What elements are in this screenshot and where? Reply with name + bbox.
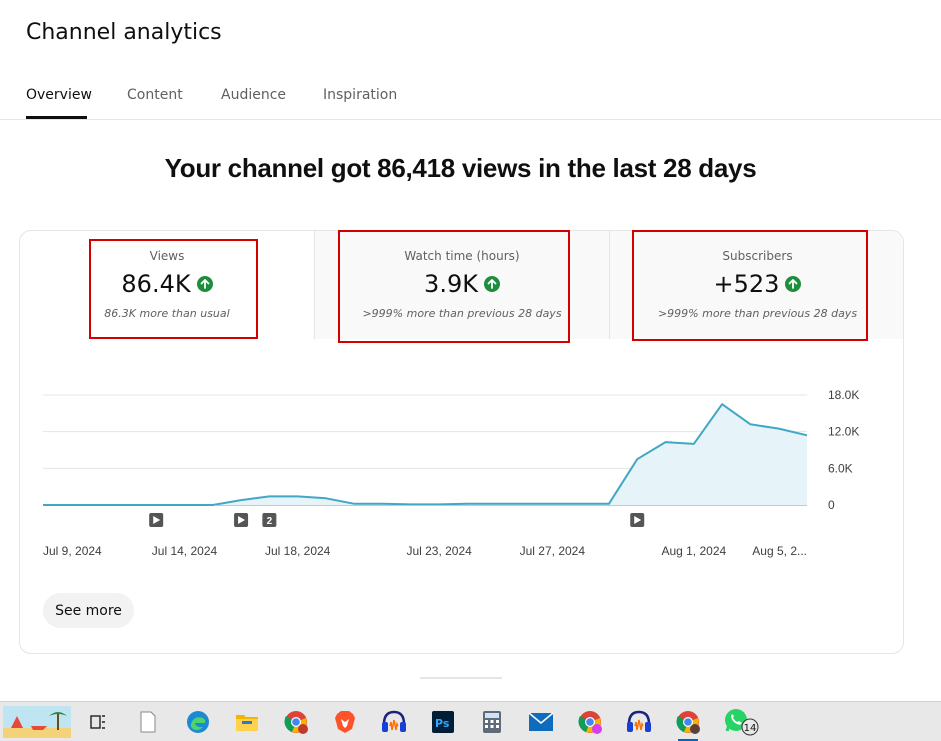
tab-inspiration[interactable]: Inspiration: [323, 87, 398, 103]
x-tick-label: Aug 1, 2024: [661, 544, 726, 558]
x-tick-label: Jul 23, 2024: [406, 544, 472, 558]
file-icon[interactable]: [130, 706, 166, 738]
beach-wallpaper-icon[interactable]: [2, 706, 72, 738]
play-icon: [634, 516, 642, 524]
x-tick-label: Jul 18, 2024: [265, 544, 331, 558]
arrow-up-icon: [785, 276, 802, 292]
highlight-box-watch-time: [338, 230, 570, 343]
metric-label: Views: [149, 249, 185, 263]
tab-bar: Overview Content Audience Inspiration: [0, 70, 941, 120]
metric-note: 86.3K more than usual: [104, 307, 230, 320]
metric-value-row: 86.4K: [20, 269, 314, 298]
metric-note: >999% more than previous 28 days: [657, 307, 858, 320]
page-title: Channel analytics: [26, 20, 222, 45]
x-tick-label: Jul 14, 2024: [152, 544, 218, 558]
metric-value-row: 3.9K: [315, 269, 609, 298]
play-icon: [238, 516, 246, 524]
video-count-label: 2: [267, 516, 273, 527]
brave-icon[interactable]: [327, 706, 363, 738]
taskbar: Ps 14: [0, 701, 941, 741]
metric-tab-watch-time[interactable]: Watch time (hours) 3.9K >999% more than …: [314, 231, 609, 339]
arrow-up-icon: [483, 276, 500, 292]
task-view-icon[interactable]: [80, 706, 116, 738]
highlight-box-views: [89, 239, 258, 339]
tab-overview[interactable]: Overview: [26, 87, 92, 103]
y-tick-label: 0: [828, 498, 835, 512]
photoshop-icon[interactable]: Ps: [425, 706, 461, 738]
x-tick-label: Aug 5, 2...: [752, 544, 807, 558]
headline: Your channel got 86,418 views in the las…: [164, 153, 757, 183]
chrome-icon[interactable]: [670, 706, 706, 741]
chrome-icon[interactable]: [278, 706, 314, 738]
tab-content[interactable]: Content: [127, 87, 183, 103]
metric-value: 86.4K: [121, 270, 191, 298]
chrome-profile-icon[interactable]: [572, 706, 608, 738]
active-tab-indicator: [26, 116, 87, 119]
play-icon: [153, 516, 161, 524]
y-tick-label: 18.0K: [828, 388, 859, 402]
metric-value-row: +523: [610, 269, 903, 298]
mail-icon[interactable]: [523, 706, 559, 738]
tab-audience[interactable]: Audience: [221, 87, 287, 103]
metric-value: 3.9K: [424, 270, 478, 298]
edge-icon[interactable]: [180, 706, 216, 738]
notification-badge: 14: [744, 723, 757, 734]
views-area: [43, 404, 807, 505]
metric-label: Watch time (hours): [404, 249, 520, 263]
whatsapp-icon[interactable]: 14: [719, 706, 763, 738]
svg-text:Ps: Ps: [435, 717, 450, 730]
arrow-up-icon: [196, 276, 213, 292]
calculator-icon[interactable]: [474, 706, 510, 738]
x-tick-label: Jul 9, 2024: [43, 544, 102, 558]
divider: [420, 677, 502, 679]
metric-tab-views[interactable]: Views 86.4K 86.3K more than usual: [20, 231, 314, 339]
see-more-button[interactable]: See more: [43, 593, 134, 628]
metric-note: >999% more than previous 28 days: [362, 307, 562, 320]
y-tick-label: 6.0K: [828, 461, 853, 475]
video-count-marker: [262, 513, 277, 527]
file-explorer-icon[interactable]: [229, 706, 265, 738]
views-line: [43, 403, 808, 506]
y-tick-label: 12.0K: [828, 425, 859, 439]
x-tick-label: Jul 27, 2024: [520, 544, 586, 558]
highlight-box-subscribers: [632, 230, 868, 341]
audacity-icon[interactable]: [376, 706, 412, 738]
metric-value: +523: [713, 270, 780, 298]
metric-label: Subscribers: [722, 249, 793, 263]
metric-tab-subscribers[interactable]: Subscribers +523 >999% more than previou…: [609, 231, 903, 339]
audacity-icon[interactable]: [621, 706, 657, 738]
